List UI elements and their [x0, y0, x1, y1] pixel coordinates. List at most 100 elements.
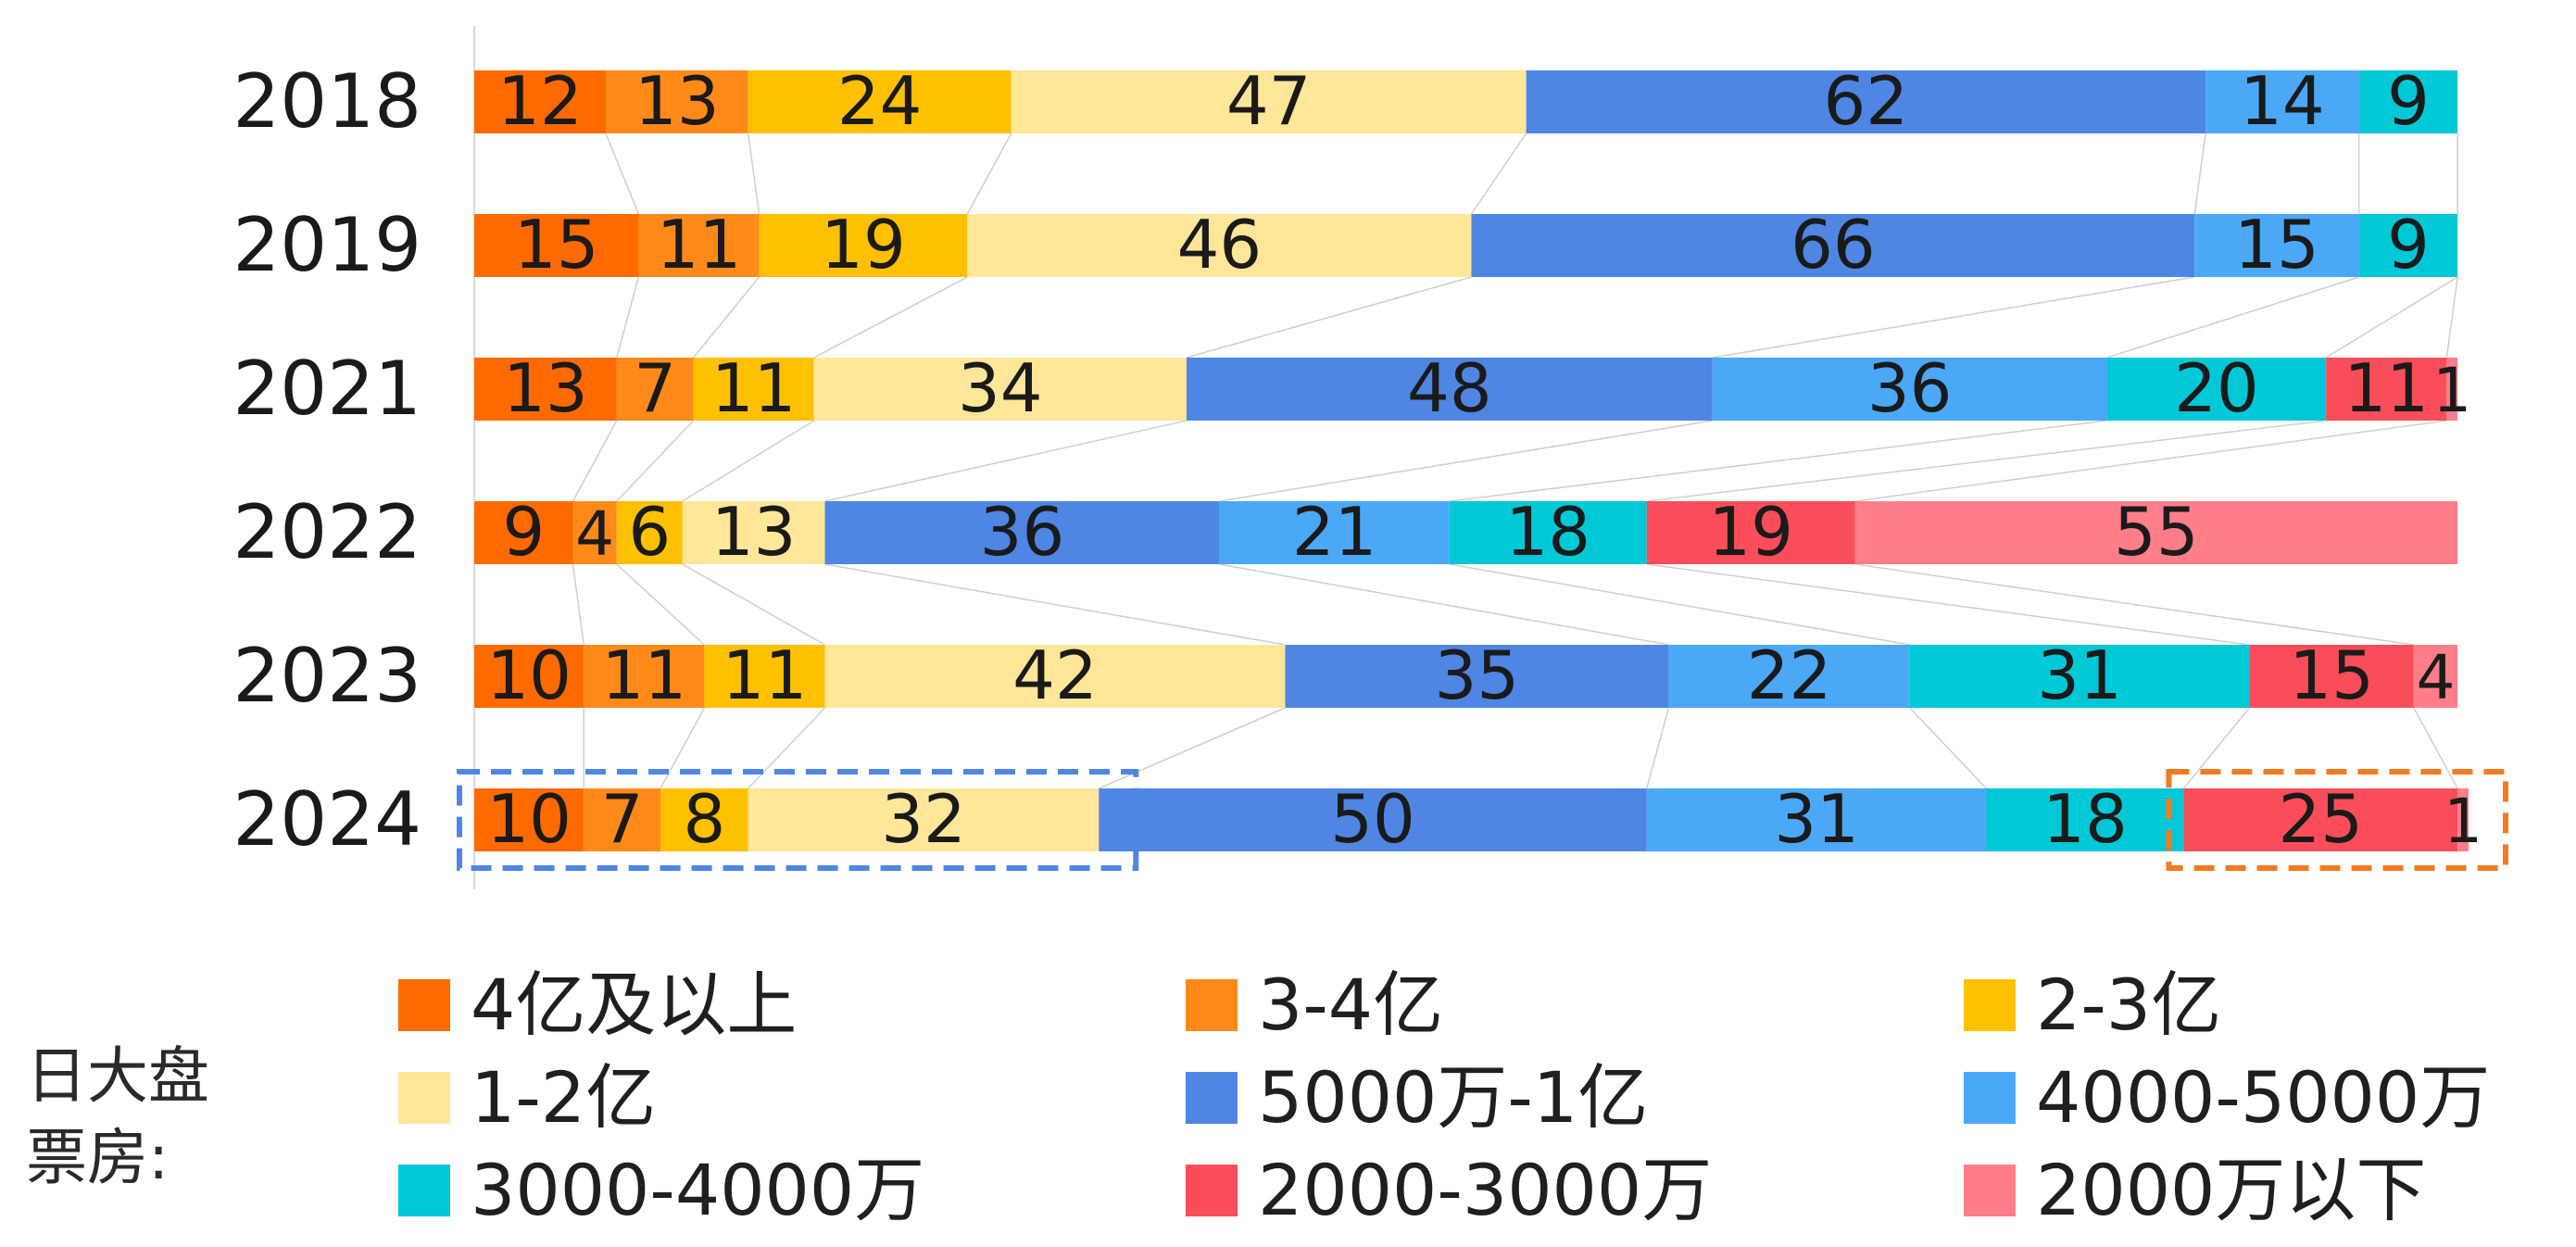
connector-line: [1909, 707, 1988, 789]
highlight-box-low-tiers: [2166, 769, 2508, 871]
data-label: 12: [497, 62, 583, 140]
legend-label: 1-2亿: [471, 1056, 657, 1139]
bar-segment: [1186, 358, 1713, 421]
data-label: 21: [1292, 493, 1377, 571]
bar-segment: [2249, 645, 2414, 708]
bar-segment: [1471, 214, 2195, 277]
data-label: 20: [2174, 349, 2259, 427]
data-label: 36: [980, 493, 1065, 571]
data-label: 62: [1824, 62, 1909, 140]
data-label: 18: [1505, 493, 1590, 571]
bar-segment: [474, 501, 573, 564]
connector-line: [616, 420, 695, 502]
legend-swatch: [1186, 1072, 1238, 1124]
bar-segment: [759, 214, 968, 277]
bar-segment: [2446, 358, 2458, 421]
data-label: 46: [1177, 206, 1263, 283]
bar-segment: [967, 214, 1472, 277]
connector-line: [824, 420, 1187, 502]
bar-segment: [693, 358, 814, 421]
bar-segment: [605, 70, 748, 133]
legend-swatch: [398, 1165, 450, 1216]
data-label: 11: [657, 206, 742, 283]
bar-segment: [1526, 70, 2206, 133]
bar-segment: [2194, 214, 2359, 277]
connector-line: [2182, 707, 2250, 789]
legend-item-5000wan-1yi: 5000万-1亿: [1186, 1056, 1648, 1140]
data-label: 13: [635, 62, 720, 140]
bar-segment: [584, 788, 661, 851]
data-label: 1: [2432, 355, 2471, 426]
connector-line: [1098, 707, 1286, 789]
bar-segment: [1285, 645, 1669, 708]
legend-item-1-2yi: 1-2亿: [398, 1056, 656, 1140]
y-tick-label: 2019: [232, 202, 421, 288]
y-tick-label: 2021: [232, 346, 421, 432]
data-label: 6: [628, 493, 671, 571]
data-label: 11: [711, 349, 797, 427]
legend-item-3000-4000wan: 3000-4000万: [398, 1149, 924, 1232]
legend: 4亿及以上 3-4亿 2-3亿 1-2亿 5000万-1亿 4000-5000万…: [398, 964, 2566, 1241]
data-label: 32: [881, 780, 966, 858]
legend-swatch: [1186, 1165, 1238, 1216]
bar-segment: [682, 501, 825, 564]
data-label: 9: [2387, 62, 2430, 140]
connector-line: [2106, 276, 2359, 359]
legend-item-3-4yi: 3-4亿: [1186, 964, 1443, 1047]
y-tick-label: 2023: [232, 633, 421, 719]
data-label: 15: [514, 206, 599, 283]
connector-line: [1219, 563, 1669, 646]
bar-segment: [1011, 70, 1527, 133]
bar-segment: [1219, 501, 1450, 564]
connector-line: [682, 420, 815, 502]
legend-title: 日大盘票房:: [26, 1040, 209, 1193]
data-label: 25: [2278, 780, 2363, 858]
data-label: 35: [1435, 636, 1520, 714]
bar-segment: [2413, 645, 2458, 708]
connector-line: [1854, 563, 2414, 646]
data-label: 9: [2387, 206, 2430, 283]
data-label: 24: [837, 62, 923, 140]
bar-segment: [2358, 214, 2458, 277]
y-tick-label: 2018: [232, 58, 421, 145]
connector-line: [572, 563, 585, 646]
legend-item-under-2000wan: 2000万以下: [1964, 1149, 2426, 1232]
data-label: 10: [486, 636, 572, 714]
connector-line: [824, 563, 1286, 646]
bar-segment: [1986, 788, 2184, 851]
legend-swatch: [1186, 979, 1238, 1031]
connector-line: [616, 276, 640, 359]
bar-segment: [2358, 70, 2458, 133]
data-label: 34: [958, 349, 1043, 427]
bar-segment: [474, 788, 584, 851]
bar-segment: [748, 788, 1100, 851]
legend-item-4yi-plus: 4亿及以上: [398, 964, 797, 1047]
data-label: 10: [486, 780, 572, 858]
connector-line: [748, 707, 826, 789]
data-label: 11: [602, 636, 687, 714]
data-label: 9: [502, 493, 545, 571]
data-label: 18: [2042, 780, 2128, 858]
data-label: 22: [1747, 636, 1832, 714]
bar-segment: [2205, 70, 2359, 133]
bar-segment: [474, 358, 617, 421]
bar-segment: [2106, 358, 2327, 421]
legend-label: 2000万以下: [2036, 1149, 2427, 1231]
bar-segment: [1449, 501, 1647, 564]
connector-line: [1646, 420, 2327, 502]
connector-line: [966, 132, 1012, 215]
connector-line: [660, 707, 706, 789]
connector-line: [693, 276, 760, 359]
bar-segment: [474, 214, 639, 277]
legend-item-2000-3000wan: 2000-3000万: [1186, 1149, 1712, 1232]
connector-line: [2445, 276, 2458, 359]
data-label: 19: [1708, 493, 1793, 571]
connector-line: [1186, 276, 1472, 359]
data-label: 4: [575, 498, 614, 570]
connector-line: [682, 563, 825, 646]
legend-label: 2-3亿: [2036, 964, 2222, 1046]
bar-segment: [1099, 788, 1647, 851]
data-label: 42: [1012, 636, 1098, 714]
bar-segment: [1668, 645, 1910, 708]
